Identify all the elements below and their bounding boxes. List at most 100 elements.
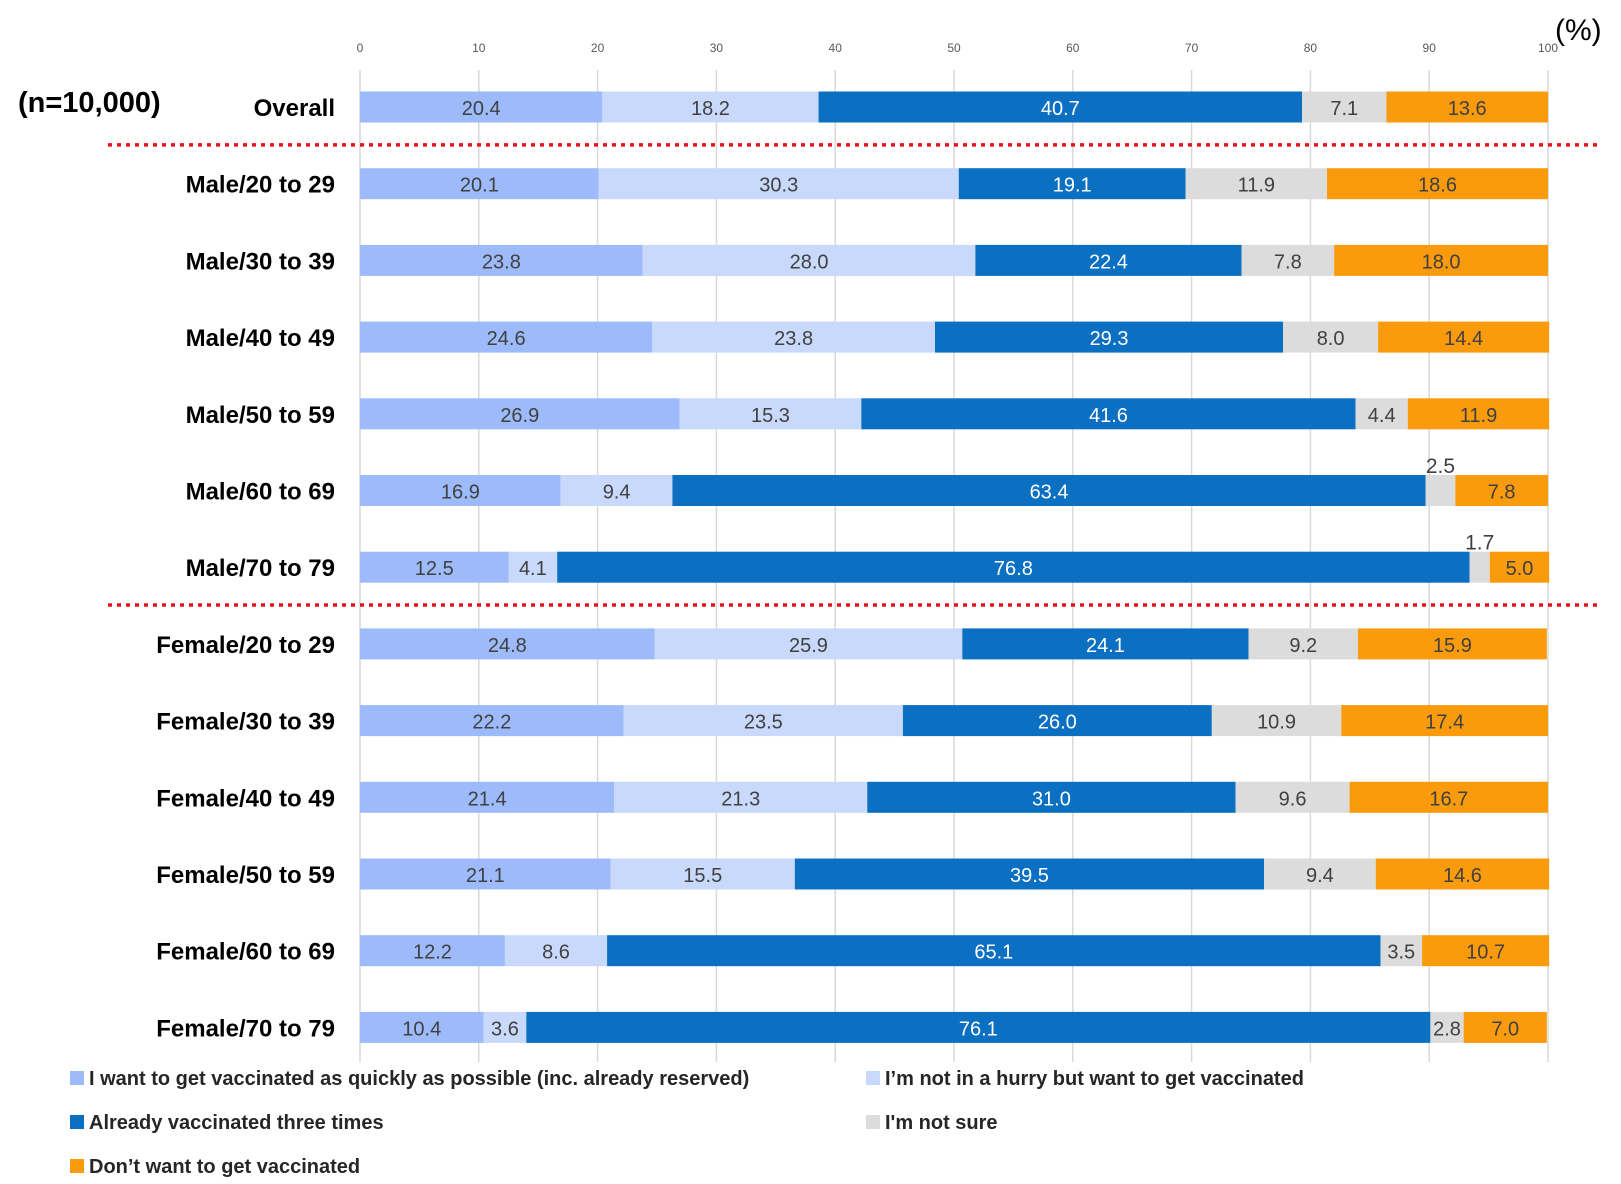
data-label: 23.8 [774, 328, 813, 350]
data-label: 65.1 [974, 942, 1013, 964]
bar-segment [1380, 935, 1423, 967]
x-tick-label: 100 [1538, 41, 1558, 55]
data-label: 30.3 [759, 175, 798, 197]
data-label: 10.9 [1257, 712, 1296, 734]
category-label: Male/40 to 49 [186, 325, 335, 352]
x-tick-label: 80 [1304, 41, 1318, 55]
data-label: 5.0 [1506, 558, 1534, 580]
bar-segment [360, 935, 505, 967]
category-label: Male/30 to 39 [186, 248, 335, 275]
data-label: 18.2 [691, 98, 730, 120]
bar-segment [1185, 168, 1328, 200]
bar-segment [934, 321, 1284, 353]
data-label: 10.7 [1466, 942, 1505, 964]
bar-segment [360, 321, 653, 353]
data-label: 4.1 [519, 558, 547, 580]
bar-segment [654, 628, 963, 660]
bar-segment [360, 168, 599, 200]
x-tick-label: 30 [710, 41, 724, 55]
legend: I want to get vaccinated as quickly as p… [70, 1068, 1304, 1178]
data-label: 20.1 [460, 175, 499, 197]
category-label: Female/50 to 59 [156, 862, 335, 889]
category-label: Male/70 to 79 [186, 555, 335, 582]
legend-label: Already vaccinated three times [89, 1112, 384, 1134]
data-label: 17.4 [1425, 712, 1464, 734]
bar-segment [1407, 398, 1550, 430]
legend-label: Don’t want to get vaccinated [89, 1156, 360, 1178]
legend-swatch [866, 1071, 880, 1085]
data-label: 24.1 [1086, 635, 1125, 657]
data-label: 3.5 [1387, 942, 1415, 964]
bar-segment [614, 781, 868, 813]
data-label: 7.8 [1488, 482, 1516, 504]
data-label: 9.2 [1289, 635, 1317, 657]
data-label: 2.5 [1426, 455, 1455, 478]
unit-label: (%) [1555, 14, 1602, 47]
bar-segment [360, 858, 611, 890]
data-label: 9.4 [603, 482, 631, 504]
bar-segment [1248, 628, 1358, 660]
data-label: 13.6 [1448, 98, 1487, 120]
data-label: 9.4 [1306, 865, 1334, 887]
data-label: 18.6 [1418, 175, 1457, 197]
data-label: 29.3 [1090, 328, 1129, 350]
bar-segment [360, 475, 561, 506]
data-label: 2.8 [1433, 1018, 1461, 1040]
bar-segment [623, 705, 903, 737]
bar-segment [962, 628, 1249, 660]
data-label: 11.9 [1460, 405, 1497, 427]
legend-swatch [70, 1115, 84, 1129]
category-label: Female/30 to 39 [156, 709, 335, 736]
bar-segment [360, 781, 615, 813]
bar-segment [360, 705, 624, 737]
data-label: 19.1 [1053, 175, 1092, 197]
bar-segment [1241, 244, 1335, 276]
bar-segment [526, 1011, 1431, 1043]
group-separators [108, 143, 1600, 607]
x-tick-label: 70 [1185, 41, 1199, 55]
data-label: 18.0 [1422, 251, 1461, 273]
category-label: Male/60 to 69 [186, 479, 335, 506]
data-label: 14.4 [1444, 328, 1483, 350]
data-label: 25.9 [789, 635, 828, 657]
bar-segment [1425, 475, 1456, 506]
bar-segment [794, 858, 1265, 890]
data-label: 22.4 [1089, 251, 1128, 273]
legend-swatch [866, 1115, 880, 1129]
data-label: 9.6 [1279, 788, 1307, 810]
data-label: 8.6 [542, 942, 570, 964]
bar-segment [1378, 321, 1550, 353]
data-label: 21.3 [721, 788, 760, 810]
bar-segment [602, 91, 819, 123]
bar-segment [1283, 321, 1379, 353]
bar-segment [1489, 551, 1550, 583]
bars: 20.4 18.2 40.7 7.1 13.6 20.1 30.3 19.1 11.9 18.6 2… [360, 91, 1550, 1043]
data-label: 12.5 [415, 558, 454, 580]
data-label: 40.7 [1041, 98, 1080, 120]
data-label: 20.4 [462, 98, 501, 120]
legend-swatch [70, 1159, 84, 1173]
bar-segment [508, 551, 558, 583]
bar-segment [1349, 781, 1548, 813]
bar-segment [1455, 475, 1548, 506]
data-label: 1.7 [1465, 532, 1494, 555]
bar-segment [360, 91, 603, 123]
bar-segment [1375, 858, 1550, 890]
x-tick-label: 40 [829, 41, 843, 55]
x-tick-label: 10 [472, 41, 486, 55]
data-label: 76.8 [994, 558, 1033, 580]
data-label: 16.9 [441, 482, 480, 504]
data-label: 24.6 [487, 328, 526, 350]
bar-segment [557, 551, 1470, 583]
data-label: 7.0 [1491, 1018, 1519, 1040]
bar-segment [360, 551, 509, 583]
data-label: 12.2 [413, 942, 452, 964]
category-label: Female/20 to 29 [156, 632, 335, 659]
bar-segment [672, 475, 1426, 506]
data-label: 76.1 [959, 1018, 998, 1040]
bar-segment [652, 321, 935, 353]
data-label: 15.5 [683, 865, 722, 887]
bar-segment [1264, 858, 1376, 890]
bar-segment [958, 168, 1186, 200]
x-tick-label: 20 [591, 41, 605, 55]
